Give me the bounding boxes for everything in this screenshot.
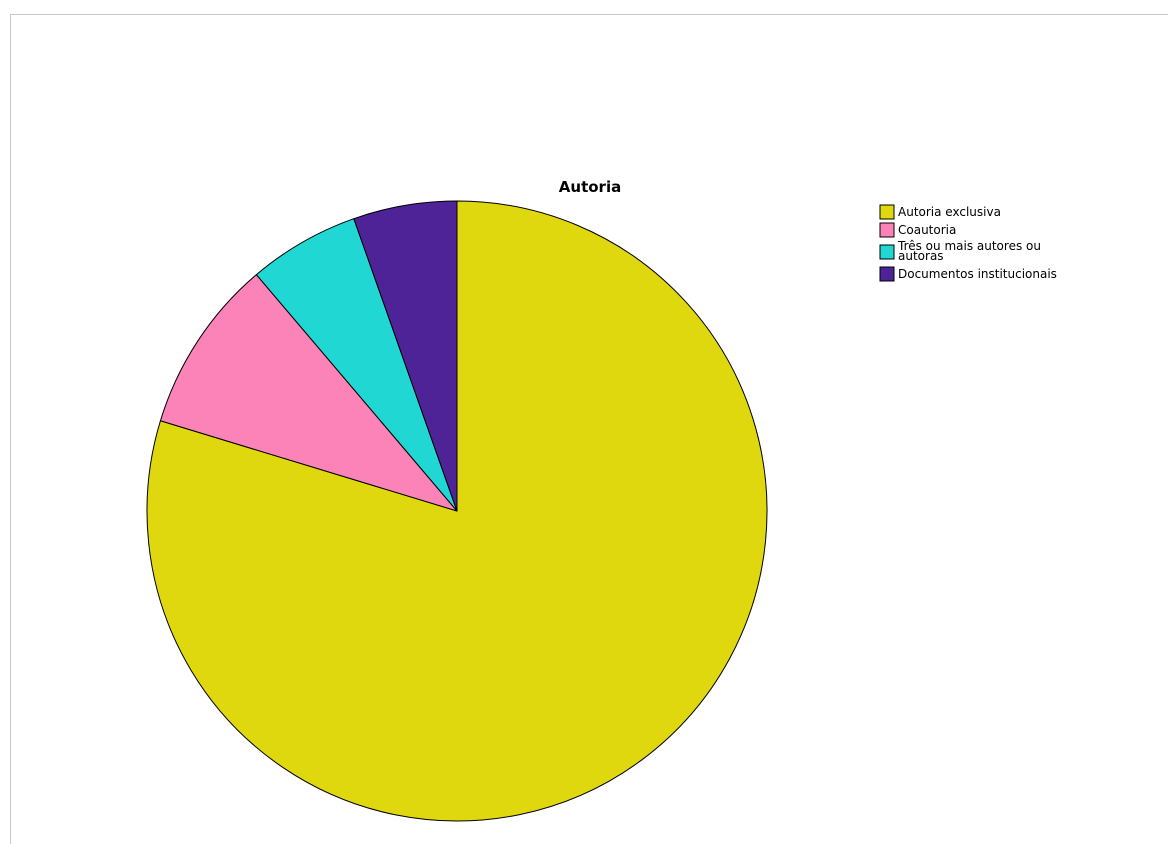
legend-swatch [879,204,895,220]
legend-label: Documentos institucionais [898,267,1057,281]
legend-swatch [879,266,895,282]
chart-title: Autoria [559,178,621,196]
chart-frame [10,14,1168,844]
pie-slice-documentos-institucionais [353,200,458,512]
legend-swatch [879,244,895,260]
legend-label: Três ou mais autores ou autoras [897,239,1041,263]
legend-swatch [879,222,895,238]
pie-slice-coautoria [159,274,458,512]
legend-label: Coautoria [898,223,956,237]
pie-slices [146,200,768,822]
legend: Autoria exclusiva Coautoria Três ou mais a… [879,204,1057,282]
legend-label: Autoria exclusiva [898,205,1001,219]
